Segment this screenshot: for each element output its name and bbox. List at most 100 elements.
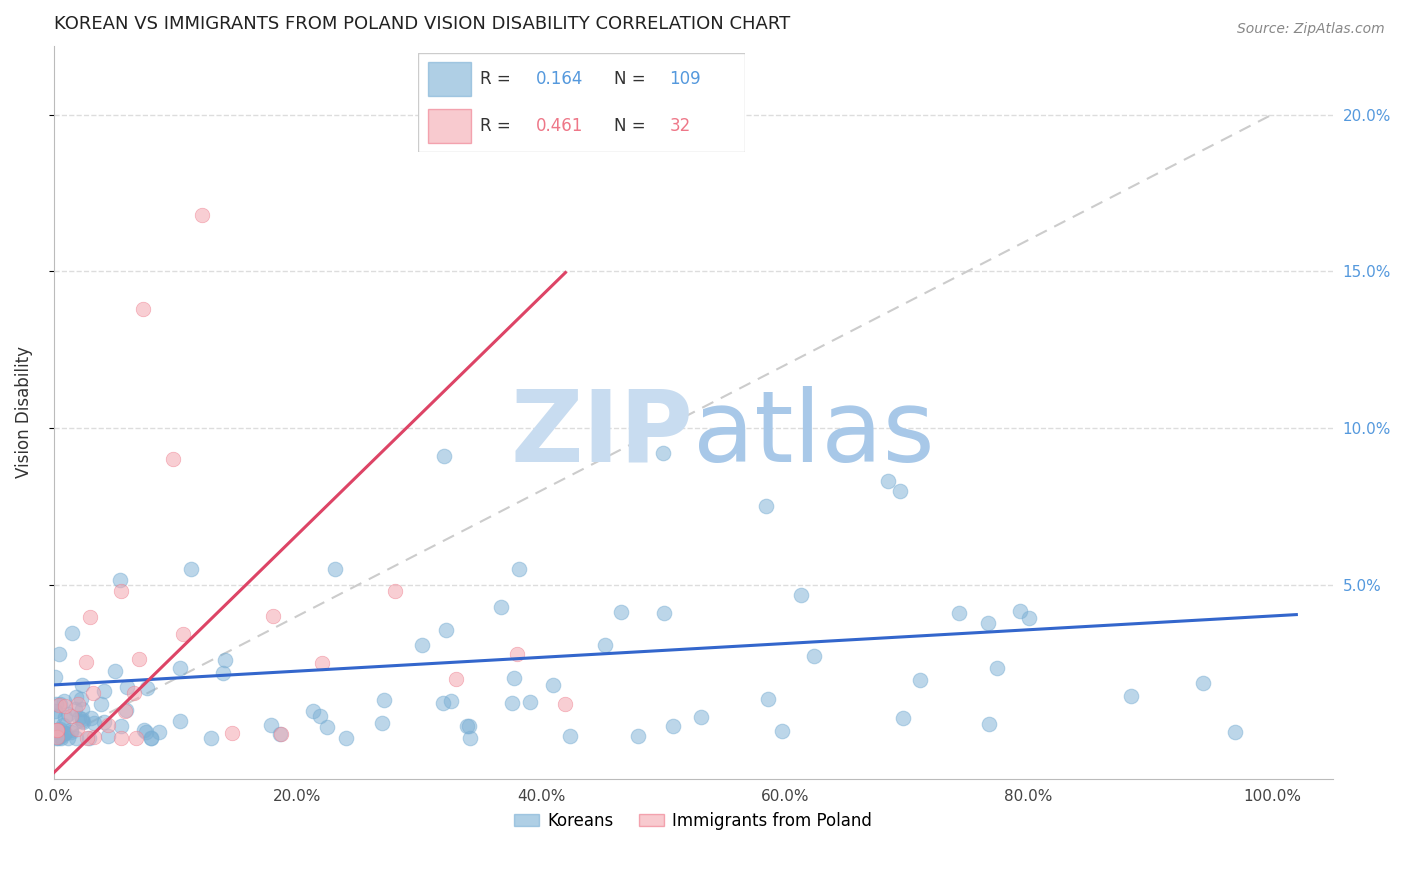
Point	[491, 599, 513, 614]
Point	[49, 731, 72, 746]
Point	[260, 718, 283, 732]
Point	[75, 655, 97, 669]
Point	[104, 664, 127, 678]
Point	[53, 710, 76, 724]
Point	[444, 672, 467, 686]
Point	[48, 698, 70, 712]
Point	[440, 694, 463, 708]
Point	[53, 726, 76, 740]
Point	[60, 723, 83, 738]
Text: KOREAN VS IMMIGRANTS FROM POLAND VISION DISABILITY CORRELATION CHART: KOREAN VS IMMIGRANTS FROM POLAND VISION …	[53, 15, 790, 33]
Point	[411, 638, 433, 652]
Point	[191, 208, 214, 222]
Point	[651, 446, 673, 460]
Point	[134, 723, 156, 738]
Point	[44, 670, 66, 684]
Point	[48, 698, 70, 712]
Point	[610, 605, 633, 619]
Point	[60, 625, 83, 640]
Point	[311, 656, 333, 670]
Point	[45, 697, 67, 711]
Point	[134, 725, 156, 739]
Point	[46, 724, 69, 739]
Point	[128, 651, 150, 665]
Point	[79, 610, 101, 624]
Point	[77, 731, 100, 746]
Point	[83, 730, 105, 744]
Point	[169, 661, 191, 675]
Point	[212, 665, 235, 680]
Point	[70, 692, 93, 706]
Point	[627, 730, 650, 744]
Point	[90, 697, 112, 711]
Point	[82, 686, 104, 700]
Point	[977, 615, 1000, 630]
Point	[46, 724, 69, 739]
Point	[56, 731, 79, 746]
Point	[72, 701, 94, 715]
Point	[172, 626, 194, 640]
Point	[110, 583, 132, 598]
Text: atlas: atlas	[693, 385, 935, 483]
Point	[44, 704, 66, 718]
Point	[80, 711, 103, 725]
Point	[70, 714, 93, 729]
Point	[790, 589, 813, 603]
Point	[502, 672, 524, 686]
Point	[433, 449, 456, 463]
Point	[558, 729, 581, 743]
Point	[456, 719, 478, 733]
Point	[46, 730, 69, 744]
Point	[148, 725, 170, 739]
Legend: Koreans, Immigrants from Poland: Koreans, Immigrants from Poland	[508, 805, 879, 837]
Point	[316, 720, 339, 734]
Point	[97, 729, 120, 743]
Point	[60, 709, 83, 723]
Point	[55, 699, 77, 714]
Point	[541, 678, 564, 692]
Point	[56, 707, 79, 722]
Point	[908, 673, 931, 688]
Point	[49, 722, 72, 736]
Point	[593, 639, 616, 653]
Point	[67, 697, 90, 711]
Point	[373, 693, 395, 707]
Point	[52, 718, 75, 732]
Point	[891, 711, 914, 725]
Point	[122, 686, 145, 700]
Point	[70, 712, 93, 726]
Text: Source: ZipAtlas.com: Source: ZipAtlas.com	[1237, 22, 1385, 37]
Point	[45, 731, 67, 746]
Point	[49, 724, 72, 739]
Point	[270, 727, 292, 741]
Point	[63, 701, 86, 715]
Point	[301, 704, 323, 718]
Point	[262, 609, 284, 624]
Point	[309, 708, 332, 723]
Point	[46, 723, 69, 738]
Point	[221, 725, 243, 739]
Point	[110, 719, 132, 733]
Point	[141, 731, 163, 746]
Point	[371, 715, 394, 730]
Point	[93, 715, 115, 730]
Point	[110, 731, 132, 745]
Point	[83, 715, 105, 730]
Point	[948, 606, 970, 620]
Point	[135, 681, 157, 696]
Point	[519, 695, 541, 709]
Point	[977, 717, 1000, 731]
Point	[1018, 611, 1040, 625]
Point	[770, 724, 793, 739]
Point	[49, 729, 72, 743]
Point	[458, 719, 481, 733]
Point	[67, 711, 90, 725]
Point	[48, 731, 70, 745]
Point	[108, 573, 131, 587]
Y-axis label: Vision Disability: Vision Disability	[15, 346, 32, 478]
Point	[662, 719, 685, 733]
Point	[48, 647, 70, 661]
Point	[889, 483, 911, 498]
Point	[554, 697, 576, 711]
Point	[200, 731, 222, 746]
